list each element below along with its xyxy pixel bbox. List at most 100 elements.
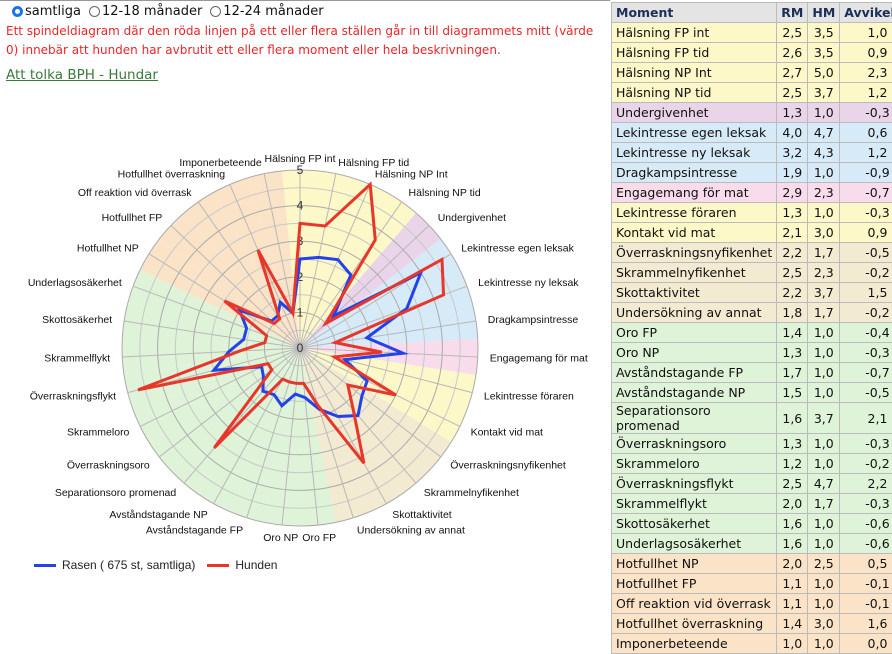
cell-hm: 1,0	[808, 203, 840, 223]
radio-icon[interactable]	[12, 6, 23, 17]
cell-moment: Hälsning NP Int	[612, 63, 777, 83]
cell-moment: Hälsning NP tid	[612, 83, 777, 103]
cell-moment: Kontakt vid mat	[612, 223, 777, 243]
age-filter: samtliga 12-18 månader 12-24 månader	[12, 4, 328, 19]
cell-hm: 1,0	[808, 343, 840, 363]
cell-moment: Off reaktion vid överrask	[612, 594, 777, 614]
cell-hm: 5,0	[808, 63, 840, 83]
cell-moment: Undersökning av annat	[612, 303, 777, 323]
category-label: Undergivenhet	[438, 212, 506, 224]
cell-hm: 1,0	[808, 574, 840, 594]
cell-avvikelse: 1,6	[840, 614, 892, 634]
cell-avvikelse: -0,6	[840, 514, 892, 534]
cell-rm: 4,0	[777, 123, 808, 143]
cell-moment: Hotfullhet NP	[612, 554, 777, 574]
category-label: Off reaktion vid överrask	[78, 187, 192, 199]
cell-moment: Lekintresse egen leksak	[612, 123, 777, 143]
category-label: Överraskningsoro	[67, 459, 150, 471]
category-label: Undersökning av annat	[357, 524, 465, 536]
cell-rm: 1,3	[777, 343, 808, 363]
cell-rm: 2,5	[777, 263, 808, 283]
legend-rasen[interactable]: Rasen ( 675 st, samtliga)	[34, 558, 195, 572]
cell-moment: Oro FP	[612, 323, 777, 343]
cell-rm: 1,3	[777, 434, 808, 454]
help-link[interactable]: Att tolka BPH - Hundar	[6, 67, 158, 83]
cell-moment: Dragkampsintresse	[612, 163, 777, 183]
cell-rm: 1,3	[777, 203, 808, 223]
category-label: Hotfullhet överraskning	[118, 168, 226, 180]
cell-rm: 1,5	[777, 383, 808, 403]
cell-avvikelse: 1,5	[840, 283, 892, 303]
cell-moment: Hotfullhet överraskning	[612, 614, 777, 634]
category-label: Avståndstagande NP	[109, 509, 207, 521]
radio-12-18[interactable]: 12-18 månader	[89, 4, 202, 19]
legend-hunden[interactable]: Hunden	[207, 558, 277, 572]
cell-avvikelse: -0,3	[840, 343, 892, 363]
category-label: Engagemang för mat	[490, 353, 588, 365]
cell-moment: Skrammeloro	[612, 454, 777, 474]
axis-tick-label: 5	[297, 163, 304, 177]
category-label: Underlagsosäkerhet	[28, 277, 122, 289]
cell-avvikelse: -0,3	[840, 103, 892, 123]
cell-hm: 3,7	[808, 403, 840, 434]
cell-hm: 3,0	[808, 614, 840, 634]
radio-label: samtliga	[25, 4, 81, 19]
cell-rm: 1,2	[777, 454, 808, 474]
cell-rm: 2,5	[777, 474, 808, 494]
cell-rm: 2,5	[777, 23, 808, 43]
cell-avvikelse: -0,6	[840, 534, 892, 554]
category-label: Avståndstagande FP	[146, 524, 243, 536]
radio-12-24[interactable]: 12-24 månader	[210, 4, 323, 19]
cell-rm: 1,6	[777, 514, 808, 534]
cell-hm: 3,7	[808, 83, 840, 103]
cell-avvikelse: 2,1	[840, 403, 892, 434]
cell-rm: 2,0	[777, 494, 808, 514]
cell-moment: Undergivenhet	[612, 103, 777, 123]
axis-tick-label: 1	[297, 305, 304, 319]
category-label: Separationsoro promenad	[55, 487, 177, 499]
category-label: Hotfullhet FP	[102, 212, 163, 224]
cell-rm: 1,1	[777, 594, 808, 614]
cell-hm: 1,0	[808, 363, 840, 383]
category-label: Dragkampsintresse	[488, 314, 579, 326]
category-label: Överraskningsflykt	[30, 391, 116, 403]
cell-avvikelse: -0,5	[840, 243, 892, 263]
cell-moment: Överraskningsoro	[612, 434, 777, 454]
cell-hm: 2,3	[808, 183, 840, 203]
cell-rm: 1,9	[777, 163, 808, 183]
radio-icon[interactable]	[89, 6, 100, 17]
cell-hm: 1,7	[808, 243, 840, 263]
cell-rm: 1,4	[777, 323, 808, 343]
cell-hm: 4,3	[808, 143, 840, 163]
cell-rm: 1,7	[777, 363, 808, 383]
category-label: Skottaktivitet	[392, 509, 452, 521]
cell-rm: 2,7	[777, 63, 808, 83]
radio-label: 12-18 månader	[102, 4, 202, 19]
cell-avvikelse: -0,3	[840, 494, 892, 514]
radio-samtliga[interactable]: samtliga	[12, 4, 81, 19]
category-label: Hälsning NP Int	[375, 168, 448, 180]
category-label: Hälsning FP tid	[338, 157, 409, 169]
category-label: Överraskningsnyfikenhet	[450, 459, 566, 471]
warning-text: Ett spindeldiagram där den röda linjen p…	[6, 22, 606, 60]
cell-hm: 1,0	[808, 383, 840, 403]
cell-avvikelse: 0,0	[840, 634, 892, 654]
cell-moment: Lekintresse ny leksak	[612, 143, 777, 163]
radio-icon[interactable]	[210, 6, 221, 17]
